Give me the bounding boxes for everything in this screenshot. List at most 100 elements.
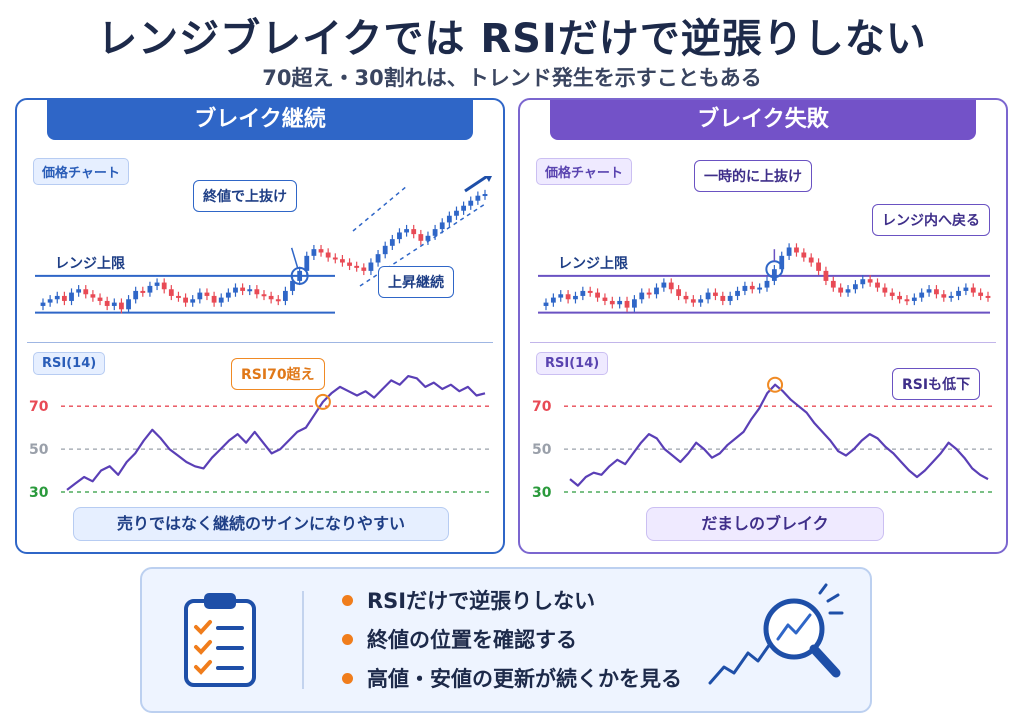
candle-body [911, 297, 917, 301]
summary-item: RSIだけで逆張りしない [342, 585, 595, 615]
page-title: レンジブレイクでは RSIだけで逆張りしない [97, 16, 927, 62]
candle-body [823, 270, 829, 281]
candle-body [325, 252, 331, 258]
candle-body [240, 287, 246, 291]
candle-body [247, 289, 253, 292]
candle-body [720, 295, 726, 301]
candle-body [368, 262, 374, 271]
candle-body [919, 292, 925, 298]
panel-divider [530, 342, 996, 343]
rsi-line [66, 374, 486, 491]
candle-body [794, 247, 799, 253]
candle-body [347, 262, 352, 266]
candle-body [83, 289, 89, 295]
candle-body [318, 249, 324, 253]
candle-body [218, 297, 224, 303]
rsi-tick-label: 30 [29, 485, 49, 500]
candle-body [565, 294, 571, 300]
summary-box: RSIだけで逆張りしない 終値の位置を確認する 高値・安値の更新が続くかを見る [140, 567, 872, 713]
candle-body [867, 279, 873, 283]
candle-body [468, 200, 474, 206]
callout-pointer [290, 247, 299, 269]
candle-body [941, 294, 947, 298]
clipboard-checklist-icon [184, 593, 256, 687]
candle-body [275, 299, 281, 302]
candle-body [683, 295, 689, 300]
candle-body [956, 290, 961, 296]
bullet-dot [342, 633, 353, 645]
price-chart-tag: 価格チャート [33, 158, 129, 185]
candle-body [882, 287, 888, 293]
candle-body [47, 299, 53, 303]
candle-body [76, 289, 82, 293]
candle-body [389, 239, 395, 246]
candle-body [875, 282, 880, 288]
candle-body [168, 289, 174, 296]
candle-body [934, 289, 939, 295]
candle-body [404, 229, 409, 233]
candle-body [838, 287, 844, 293]
candle-body [705, 292, 711, 300]
candle-body [61, 295, 67, 301]
candle-body [558, 294, 564, 298]
candle-body [361, 267, 367, 271]
summary-item: 高値・安値の更新が続くかを見る [342, 663, 682, 693]
candle-body [654, 287, 659, 295]
callout-back-in-range: レンジ内へ戻る [872, 204, 990, 236]
candle-body [786, 247, 792, 256]
summary-item: 終値の位置を確認する [342, 624, 577, 654]
candle-body [147, 285, 153, 293]
candle-body [897, 295, 902, 300]
candle-body [779, 255, 785, 270]
candle-body [340, 259, 345, 263]
panel-header-break-continue: ブレイク継続 [47, 100, 473, 140]
candle-body [233, 287, 238, 293]
rsi-tick-label: 50 [532, 442, 552, 458]
candle-body [609, 300, 615, 305]
candle-body [543, 302, 549, 306]
right-price-chart: レンジ上限 [538, 243, 991, 314]
candle-body [624, 300, 630, 308]
candle-body [853, 284, 858, 290]
candle-body [97, 297, 103, 301]
candle-body [154, 282, 160, 286]
candle-body [757, 287, 763, 290]
summary-item-text: 高値・安値の更新が続くかを見る [367, 667, 682, 691]
candle-body [104, 300, 110, 306]
candle-body [690, 299, 696, 303]
candle-body [948, 295, 954, 298]
candle-body [668, 282, 674, 290]
candle-body [225, 292, 231, 298]
candle-body [735, 290, 740, 296]
trend-arrow-head [485, 176, 492, 182]
candle-body [617, 300, 623, 305]
candle-body [454, 210, 459, 216]
callout-temporary-break: 一時的に上抜け [694, 160, 812, 192]
candle-body [816, 262, 821, 271]
candle-body [801, 252, 807, 258]
breakout-circle [290, 266, 309, 285]
candle-body [261, 294, 267, 297]
channel-upper-dash [352, 185, 408, 232]
candle-body [446, 215, 452, 223]
bullet-dot [342, 672, 353, 684]
candle-body [268, 295, 274, 300]
candle-body [332, 257, 338, 260]
candle-body [587, 290, 593, 293]
candle-body [764, 280, 770, 288]
rsi-tag: RSI(14) [536, 352, 609, 375]
candle-body [808, 257, 814, 263]
candle-body [727, 295, 733, 301]
candle-body [54, 295, 60, 300]
candle-body [830, 280, 836, 288]
candle-body [439, 222, 445, 230]
candle-body [432, 229, 438, 236]
candle-body [845, 289, 851, 293]
candle-body [698, 299, 704, 303]
rsi-peak-circle [767, 376, 784, 393]
candle-body [904, 299, 910, 302]
candle-body [90, 294, 96, 298]
callout-rsi-over-70: RSI70超え [231, 358, 325, 390]
candle-body [183, 297, 188, 303]
panel-header-break-fail: ブレイク失敗 [550, 100, 976, 140]
